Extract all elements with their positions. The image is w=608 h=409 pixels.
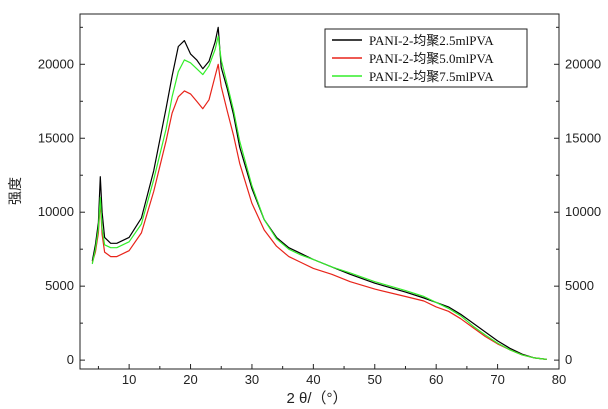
y-tick-label-left: 15000 (38, 130, 74, 145)
x-axis-label: 2 θ/（°） (286, 390, 347, 407)
x-tick-label: 60 (429, 372, 443, 387)
legend: PANI-2-均聚2.5mlPVA PANI-2-均聚5.0mlPVA PANI… (324, 28, 528, 88)
series-lines (91, 26, 547, 360)
series-line-1 (91, 26, 547, 360)
x-axis-ticks: 10 20 30 40 50 60 70 80 (97, 364, 566, 387)
legend-label-series-2: PANI-2-均聚5.0mlPVA (369, 51, 494, 66)
x-tick-label: 50 (368, 372, 382, 387)
y-tick-label-right: 15000 (565, 130, 601, 145)
x-tick-label: 80 (552, 372, 566, 387)
y-tick-label-left: 0 (67, 352, 74, 367)
y-tick-label-left: 10000 (38, 204, 74, 219)
series-line-2 (91, 63, 547, 360)
y-tick-label-right: 0 (565, 352, 572, 367)
y-axis-ticks-right: 0 5000 10000 15000 20000 (554, 26, 601, 367)
x-tick-label: 20 (183, 372, 197, 387)
y-axis-ticks-left: 0 5000 10000 15000 20000 (38, 26, 85, 367)
y-axis-label: 强度 (8, 177, 24, 205)
x-tick-label: 30 (245, 372, 259, 387)
y-tick-label-left: 5000 (45, 278, 74, 293)
series-line-3 (91, 35, 547, 360)
y-tick-label-right: 5000 (565, 278, 594, 293)
x-tick-label: 10 (122, 372, 136, 387)
x-tick-label: 70 (490, 372, 504, 387)
y-tick-label-right: 20000 (565, 56, 601, 71)
y-tick-label-right: 10000 (565, 204, 601, 219)
x-tick-label: 40 (306, 372, 320, 387)
y-tick-label-left: 20000 (38, 56, 74, 71)
legend-label-series-3: PANI-2-均聚7.5mlPVA (369, 69, 494, 84)
legend-label-series-1: PANI-2-均聚2.5mlPVA (369, 33, 494, 48)
